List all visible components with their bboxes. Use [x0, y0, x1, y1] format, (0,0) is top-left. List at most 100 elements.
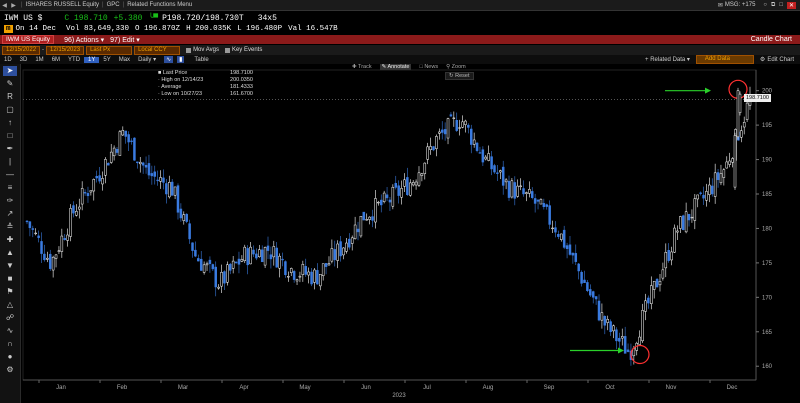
high-price: H 200.035K [186, 25, 232, 33]
key-events-checkbox[interactable] [224, 47, 230, 53]
arrow-tool-icon[interactable]: ↑ [8, 118, 12, 127]
track-tool[interactable]: ✚ Track [352, 64, 372, 70]
candle-body [66, 234, 69, 241]
currency-select[interactable]: Local CCY [134, 45, 181, 55]
text-tool-icon[interactable]: R [7, 92, 13, 101]
candle-body [403, 179, 406, 187]
candle-body [208, 259, 212, 264]
palette-icon[interactable]: ● [7, 352, 13, 361]
candle-body [211, 264, 215, 270]
candle-body [28, 221, 32, 229]
price-field-select[interactable]: Last Px [86, 45, 133, 55]
candle-body [138, 161, 142, 165]
tab-ytd[interactable]: YTD [68, 56, 81, 63]
flag-icon[interactable]: ⚑ [6, 287, 14, 296]
square-shape-icon[interactable]: ■ [7, 274, 13, 283]
candle-body [429, 146, 432, 150]
vertical-line-icon[interactable]: | [8, 157, 12, 166]
edit-chart-button[interactable]: Edit Chart [767, 56, 794, 63]
settings-gear-icon[interactable]: ⚙ [6, 365, 14, 374]
close-icon[interactable]: ✕ [786, 1, 796, 9]
price-change: +5.380 [113, 13, 143, 23]
candle-body [382, 192, 386, 202]
brush-icon[interactable]: ✑ [6, 196, 14, 205]
triangle-icon[interactable]: △ [6, 300, 14, 309]
candle-body [324, 263, 328, 267]
fibonacci-icon[interactable]: ≙ [6, 222, 14, 231]
edit-menu[interactable]: 97) Edit ▾ [110, 36, 140, 44]
frequency-select[interactable]: Daily ▾ [138, 57, 157, 63]
key-events-label: Key Events [231, 47, 263, 53]
candle-body [504, 179, 508, 183]
arrow-up-icon[interactable]: ▲ [6, 248, 14, 257]
security-field[interactable]: IWM US Equity [2, 35, 55, 44]
channel-icon[interactable]: ≡ [7, 183, 13, 192]
news-tool[interactable]: □ News [419, 64, 439, 70]
study-icon[interactable]: ∿ [6, 326, 14, 335]
link-icon[interactable]: ☍ [5, 313, 15, 322]
rectangle-icon[interactable]: □ [7, 131, 13, 140]
tab-3d[interactable]: 3D [19, 56, 28, 63]
candle-body [374, 198, 377, 223]
tab-5y[interactable]: 5Y [103, 56, 111, 63]
eraser-icon[interactable]: ▢ [6, 105, 14, 114]
candle-chart[interactable]: 160 165 170 175 180 185 190 195 200 Jan Feb Mar Apr M… [21, 64, 800, 403]
candle-body [481, 149, 485, 163]
envelope-icon[interactable]: ✉ [717, 2, 723, 9]
crosshair-icon[interactable]: ✚ [6, 235, 14, 244]
function-code[interactable]: GPC [106, 2, 120, 8]
maximize-icon[interactable]: □ [779, 2, 783, 8]
magnet-icon[interactable]: ∩ [7, 339, 13, 348]
security-name[interactable]: ISHARES RUSSELL Equity [25, 2, 100, 8]
line-chart-icon[interactable]: ∿ [164, 56, 174, 63]
related-functions-menu[interactable]: Related Functions Menu [127, 2, 193, 8]
candle-body [580, 271, 583, 284]
back-arrow-icon[interactable]: ◀ [2, 2, 7, 9]
reset-button[interactable]: ↻ Reset [445, 72, 474, 80]
candle-body [673, 227, 676, 253]
candle-body [281, 258, 284, 261]
related-data-menu[interactable]: + Related Data ▾ [645, 57, 690, 63]
candle-body [240, 259, 244, 262]
start-date-field[interactable]: 12/15/2022 [2, 45, 41, 55]
mov-avgs-checkbox[interactable] [186, 47, 192, 53]
trend-line-icon[interactable]: ↗ [6, 209, 14, 218]
bid-ask-size: 34x5 [257, 13, 277, 23]
candle-body [89, 190, 93, 193]
candle-chart-icon[interactable]: ▮ [177, 56, 185, 63]
pencil-icon[interactable]: ✎ [6, 79, 14, 88]
add-data-input[interactable]: Add Data [695, 55, 754, 64]
end-date-field[interactable]: 12/15/2023 [46, 45, 85, 55]
candle-body [350, 237, 354, 244]
horizontal-line-icon[interactable]: — [6, 170, 14, 179]
wrench-icon[interactable]: ⚙ [759, 57, 766, 63]
candle-body [243, 246, 247, 261]
annotate-tool[interactable]: ✎ Annotate [379, 64, 412, 70]
x-tick-label: Oct [605, 385, 615, 391]
candle-body [339, 241, 342, 257]
forward-arrow-icon[interactable]: ▶ [11, 2, 16, 9]
pin-icon[interactable]: ○ [763, 2, 768, 8]
tab-1m[interactable]: 1M [35, 56, 44, 63]
candle-body [173, 186, 177, 196]
tab-6m[interactable]: 6M [51, 56, 61, 63]
candle-body [388, 199, 392, 203]
candle-body [594, 296, 598, 300]
candle-body [63, 238, 66, 240]
candle-body [43, 253, 46, 261]
candle-body [426, 146, 429, 160]
zoom-tool[interactable]: ⚲ Zoom [446, 64, 466, 70]
table-button[interactable]: Table [194, 56, 209, 63]
candle-body [31, 228, 35, 230]
pen-icon[interactable]: ✒ [6, 144, 14, 153]
candle-body [46, 257, 49, 260]
tab-1d[interactable]: 1D [4, 56, 12, 63]
actions-menu[interactable]: 96) Actions ▾ [64, 36, 105, 44]
arrow-down-icon[interactable]: ▼ [6, 261, 14, 270]
pointer-icon[interactable]: ➤ [3, 66, 17, 76]
duplicate-icon[interactable]: ⧉ [771, 1, 776, 8]
tab-max[interactable]: Max [118, 56, 131, 63]
tab-1y[interactable]: 1Y [84, 56, 100, 63]
message-count[interactable]: MSG: +175 [724, 2, 756, 8]
candle-body [519, 185, 522, 187]
